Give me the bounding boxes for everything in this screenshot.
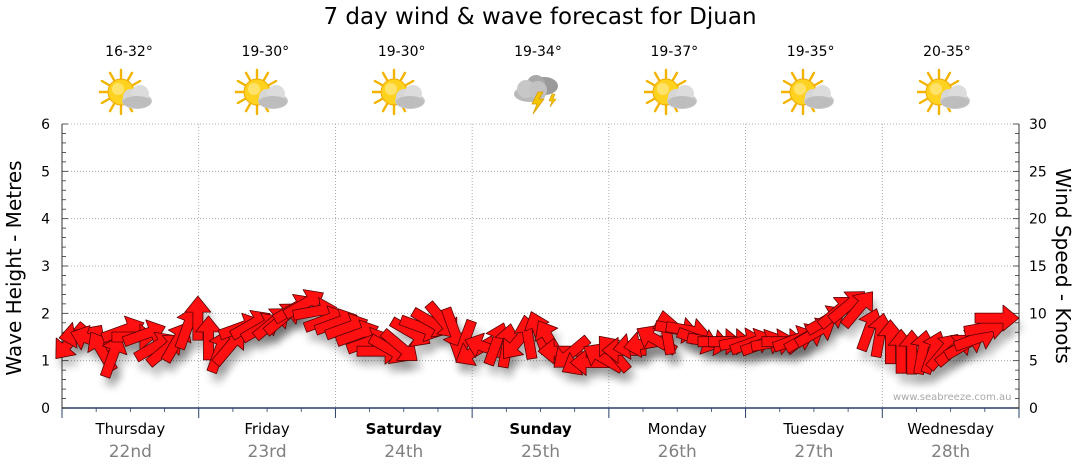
y-right-tick-label: 25 — [1029, 164, 1047, 180]
watermark-text: www.seabreeze.com.au — [893, 392, 1012, 403]
y-right-tick-label: 30 — [1029, 117, 1047, 133]
y-right-tick-label: 15 — [1029, 259, 1047, 275]
temperature-range: 19-30° — [241, 44, 290, 60]
y-left-tick-label: 1 — [41, 354, 50, 370]
temperature-range: 19-37° — [650, 44, 699, 60]
day-date-label: 27th — [794, 442, 834, 462]
day-date-label: 24th — [384, 442, 424, 462]
wind-arrow — [184, 295, 212, 341]
grid-lines — [62, 123, 1019, 408]
chart-title: 7 day wind & wave forecast for Djuan — [323, 4, 757, 30]
temperature-range: 19-34° — [514, 44, 562, 60]
y-right-tick-label: 0 — [1029, 401, 1038, 417]
day-date-label: 28th — [931, 442, 971, 462]
day-name-label: Friday — [244, 420, 290, 438]
y-left-tick-label: 4 — [41, 212, 50, 228]
y-left-tick-label: 0 — [41, 401, 50, 417]
temperature-range: 19-35° — [786, 44, 835, 60]
y-left-tick-label: 2 — [41, 306, 50, 322]
day-name-label: Tuesday — [783, 420, 845, 438]
temperature-range: 16-32° — [105, 44, 153, 60]
wind-arrow — [379, 328, 418, 362]
y-right-tick-label: 20 — [1029, 212, 1047, 228]
day-name-label: Saturday — [365, 420, 442, 438]
temperature-range: 19-30° — [377, 44, 426, 60]
wind-arrow-series — [55, 289, 1020, 379]
day-name-label: Monday — [647, 420, 707, 438]
day-name-label: Wednesday — [907, 420, 995, 438]
y-left-tick-label: 3 — [41, 259, 50, 275]
sun-cloud-icon — [643, 68, 704, 118]
temperature-range: 20-35° — [923, 44, 971, 60]
day-name-label: Thursday — [95, 420, 166, 438]
day-date-label: 25th — [520, 442, 561, 462]
sun-cloud-icon — [370, 68, 432, 118]
sun-cloud-icon — [234, 68, 295, 118]
day-date-label: 22nd — [108, 442, 152, 462]
wind-arrow — [99, 334, 128, 379]
y-left-tick-label: 6 — [41, 117, 50, 133]
sun-cloud-icon — [97, 68, 159, 118]
day-name-label: Sunday — [509, 420, 572, 438]
sun-cloud-icon — [779, 68, 841, 118]
wind-arrow — [840, 291, 874, 330]
storm-cloud-icon — [508, 68, 568, 118]
day-date-label: 23rd — [247, 442, 287, 462]
sun-cloud-icon — [915, 68, 977, 118]
y-left-tick-label: 5 — [41, 164, 50, 180]
wind-arrow — [877, 319, 904, 365]
day-date-label: 26th — [657, 442, 697, 462]
y-right-tick-label: 5 — [1029, 354, 1038, 370]
y-right-tick-label: 10 — [1029, 306, 1047, 322]
wind-arrow — [974, 304, 1020, 332]
